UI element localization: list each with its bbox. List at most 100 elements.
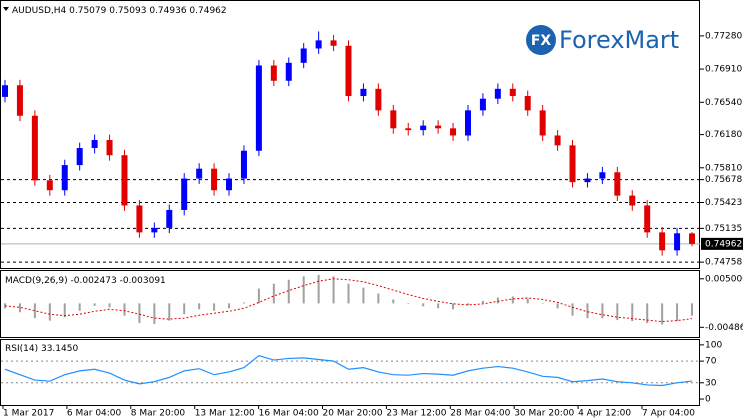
macd-bar — [526, 298, 529, 304]
macd-bar — [541, 303, 544, 304]
macd-value: -0.002473 — [71, 276, 117, 286]
macd-bar — [108, 303, 111, 308]
candle-body — [420, 125, 427, 131]
macd-bar — [287, 279, 290, 304]
close: 0.74962 — [189, 6, 226, 16]
x-tick-label: 7 Apr 04:00 — [642, 409, 695, 419]
macd-bar — [452, 303, 455, 310]
price-panel — [0, 0, 700, 269]
symbol-header: AUDUSD,H4 0.75079 0.75093 0.74936 0.7496… — [12, 6, 227, 16]
candle-body — [450, 128, 457, 136]
candle-body — [46, 180, 53, 191]
x-tick-label: 1 Mar 2017 — [3, 409, 54, 419]
rsi-line — [4, 355, 693, 387]
candle-body — [524, 96, 531, 111]
macd-bar — [257, 288, 260, 304]
candle-body — [121, 155, 128, 206]
macd-bar — [646, 303, 649, 324]
level-label: 0.75678 — [705, 175, 742, 185]
level-label: 0.75135 — [705, 224, 742, 234]
y-tick-label: 100 — [705, 340, 722, 350]
candle-body — [166, 209, 173, 228]
macd-bar — [123, 303, 126, 316]
macd-bar — [601, 303, 604, 319]
candle-body — [151, 227, 158, 233]
candle-body — [240, 150, 247, 179]
candle-body — [569, 145, 576, 183]
macd-bar — [78, 303, 81, 311]
macd-bar — [93, 303, 96, 306]
candle-body — [300, 48, 307, 63]
x-tick-label: 13 Mar 12:00 — [195, 409, 255, 419]
macd-bar — [377, 293, 380, 304]
macd-bar — [631, 303, 634, 322]
macd-bar — [362, 287, 365, 304]
low: 0.74936 — [149, 6, 186, 16]
macd-bar — [661, 303, 664, 325]
macd-bar — [466, 303, 469, 306]
candle-body — [494, 88, 501, 99]
y-tick-label: 30 — [705, 378, 717, 388]
candle-body — [211, 168, 218, 191]
macd-bar — [63, 303, 66, 318]
candle-body — [674, 233, 681, 251]
candle-body — [644, 205, 651, 233]
x-tick-label: 23 Mar 12:00 — [386, 409, 446, 419]
bid-label: 0.74962 — [705, 239, 742, 249]
candle-body — [136, 205, 143, 233]
macd-bar — [33, 303, 36, 319]
logo-text: ForexMart — [559, 26, 679, 54]
logo: FX ForexMart — [526, 25, 679, 55]
logo-icon-text: FX — [531, 33, 552, 49]
x-tick-label: 8 Mar 20:00 — [131, 409, 186, 419]
candle-body — [285, 62, 292, 81]
level-label: 0.75423 — [705, 198, 742, 208]
candle-body — [464, 110, 471, 136]
candle-body — [345, 45, 352, 97]
macd-bar — [437, 303, 440, 309]
macd-bar — [691, 303, 693, 316]
y-tick-label: 0.76910 — [705, 65, 742, 75]
macd-bar — [302, 276, 305, 304]
candle-body — [106, 139, 113, 156]
y-tick-label: 0.005000 — [705, 274, 743, 284]
candle-body — [405, 128, 412, 131]
macd-bar — [213, 303, 216, 311]
high: 0.75093 — [109, 6, 146, 16]
macd-bar — [198, 303, 201, 310]
candle-body — [435, 125, 442, 129]
macd-bar — [571, 303, 574, 316]
candle-body — [689, 233, 695, 244]
candle-body — [479, 98, 486, 111]
x-tick-label: 6 Mar 04:00 — [67, 409, 122, 419]
candle-body — [181, 178, 188, 210]
y-tick-label: 0.76180 — [705, 130, 742, 140]
y-tick-label: 0.76540 — [705, 98, 742, 108]
candle-body — [2, 85, 8, 97]
macd-bar — [228, 303, 231, 309]
x-tick-label: 28 Mar 04:00 — [450, 409, 510, 419]
y-tick-label: 0.77280 — [705, 31, 742, 41]
macd-bar — [18, 303, 21, 313]
macd-bar — [242, 302, 245, 304]
bid-box — [701, 237, 743, 250]
candle-body — [629, 195, 636, 206]
open: 0.75079 — [69, 6, 106, 16]
candle-body — [659, 232, 666, 251]
y-tick-label: 0.75810 — [705, 163, 742, 173]
candle-body — [315, 40, 322, 49]
macd-bar — [676, 303, 679, 322]
macd-bar — [153, 303, 156, 325]
macd-bar — [392, 299, 395, 304]
rsi-title: RSI(14) — [5, 344, 38, 354]
macd-bar — [347, 283, 350, 304]
candle-body — [509, 88, 516, 97]
signal-value: -0.003091 — [120, 276, 166, 286]
candle-body — [226, 178, 233, 191]
candle-body — [614, 172, 621, 196]
macd-bar — [481, 300, 484, 304]
candle-body — [270, 65, 277, 81]
macd-bar — [138, 303, 141, 324]
candle-body — [390, 110, 397, 129]
